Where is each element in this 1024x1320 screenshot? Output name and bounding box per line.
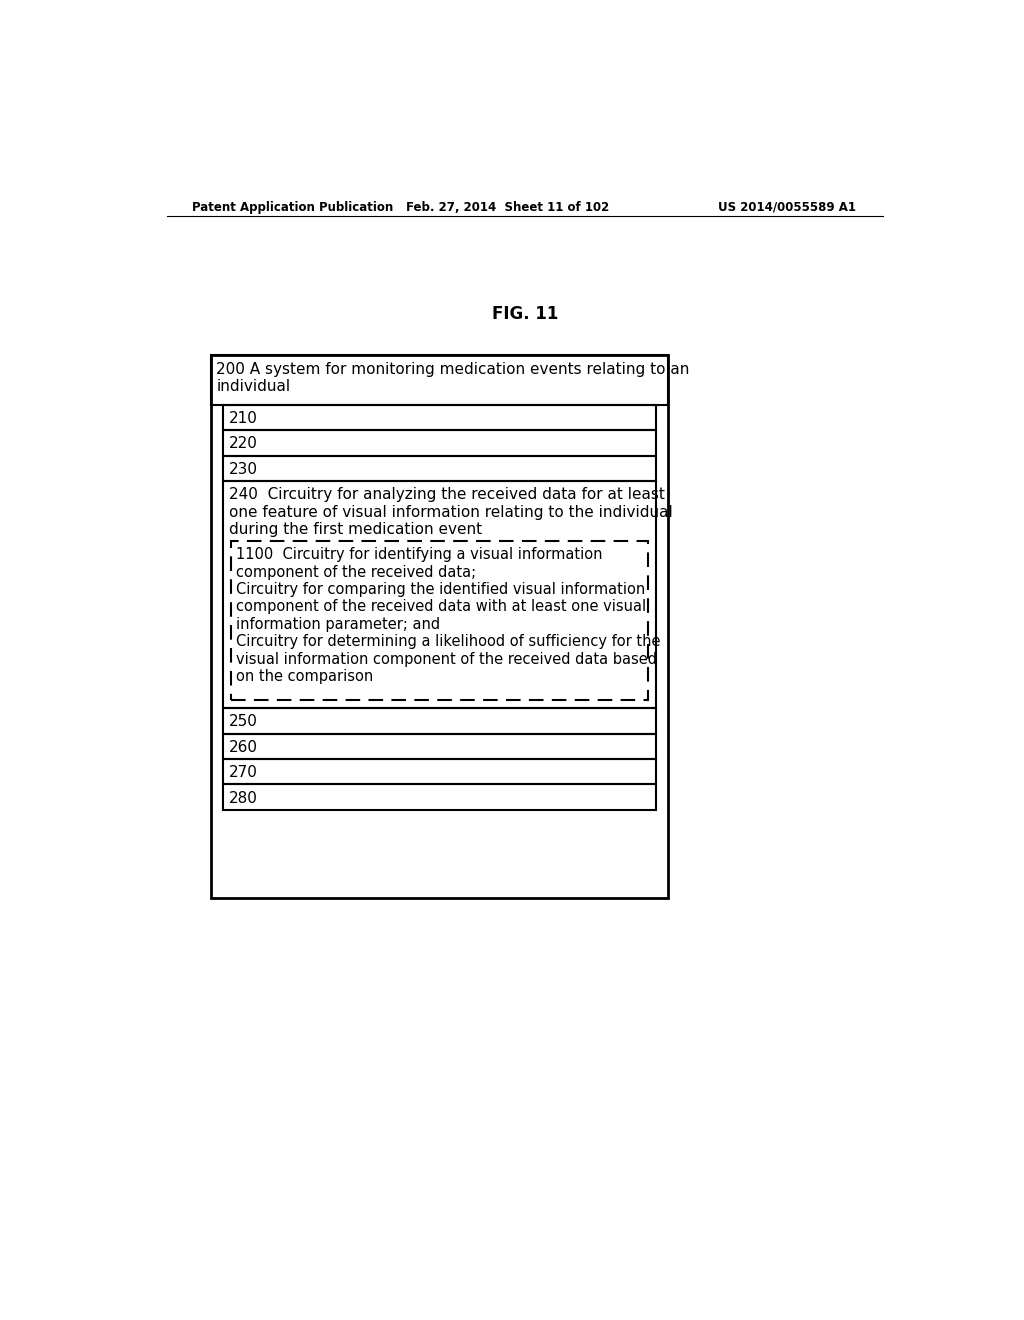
Bar	[223, 759, 655, 784]
Text: 200 A system for monitoring medication events relating to an
individual: 200 A system for monitoring medication e…	[216, 362, 690, 395]
Bar	[223, 430, 655, 455]
Text: 260: 260	[228, 739, 258, 755]
Text: 230: 230	[228, 462, 258, 477]
Text: 220: 220	[228, 437, 258, 451]
Text: Patent Application Publication: Patent Application Publication	[191, 201, 393, 214]
Text: FIG. 11: FIG. 11	[492, 305, 558, 322]
Bar	[223, 455, 655, 480]
Text: 210: 210	[228, 411, 258, 426]
Bar	[223, 734, 655, 759]
Bar	[211, 355, 669, 405]
Bar	[223, 709, 655, 734]
Bar	[223, 784, 655, 810]
Text: 270: 270	[228, 766, 258, 780]
Bar	[211, 355, 669, 898]
Text: Feb. 27, 2014  Sheet 11 of 102: Feb. 27, 2014 Sheet 11 of 102	[407, 201, 609, 214]
Bar	[231, 541, 648, 701]
Text: 1100  Circuitry for identifying a visual information
component of the received d: 1100 Circuitry for identifying a visual …	[237, 548, 662, 684]
Bar	[223, 405, 655, 430]
Text: 240  Circuitry for analyzing the received data for at least
one feature of visua: 240 Circuitry for analyzing the received…	[228, 487, 673, 537]
Bar	[223, 480, 655, 708]
Text: 250: 250	[228, 714, 258, 730]
Text: US 2014/0055589 A1: US 2014/0055589 A1	[719, 201, 856, 214]
Text: 280: 280	[228, 791, 258, 805]
